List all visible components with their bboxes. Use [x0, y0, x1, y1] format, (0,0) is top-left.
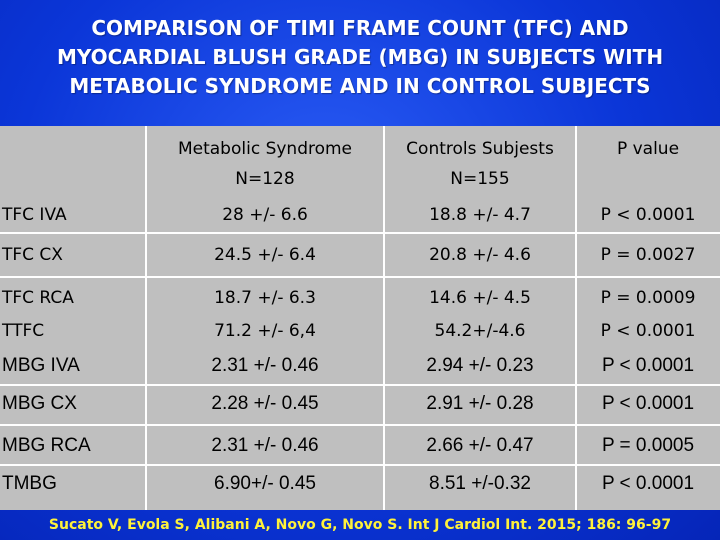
- header-ctrl-title: Controls Subjests: [406, 139, 554, 159]
- ctrl-value: 8.51 +/-0.32: [429, 473, 531, 494]
- row-label: TFC IVA: [2, 205, 67, 225]
- ms-value: 24.5 +/- 6.4: [214, 245, 316, 265]
- header-controls: Controls Subjests N=155: [384, 126, 576, 232]
- table-row: TTFC 71.2 +/- 6,4 54.2+/-4.6 P < 0.0001: [0, 314, 720, 348]
- p-value: P = 0.0009: [600, 288, 696, 308]
- title-line-1: COMPARISON OF TIMI FRAME COUNT (TFC) AND: [91, 16, 629, 40]
- row-divider: [0, 232, 720, 234]
- row-label: TFC RCA: [2, 288, 74, 308]
- ms-value: 28 +/- 6.6: [222, 205, 308, 225]
- p-value: P = 0.0005: [601, 435, 695, 456]
- table-row: MBG RCA 2.31 +/- 0.46 2.66 +/- 0.47 P = …: [0, 426, 720, 466]
- column-divider: [575, 126, 577, 510]
- header-ms-title: Metabolic Syndrome: [177, 139, 353, 159]
- row-label: TTFC: [2, 321, 45, 341]
- table-header-row: Metabolic Syndrome N=128 Controls Subjes…: [0, 126, 720, 232]
- p-value: P < 0.0001: [600, 205, 696, 225]
- p-value: P < 0.0001: [600, 321, 696, 341]
- p-value: P < 0.0001: [601, 393, 695, 414]
- row-label: MBG RCA: [2, 435, 91, 456]
- p-value: P = 0.0027: [600, 245, 696, 265]
- row-divider: [0, 424, 720, 426]
- comparison-table: Metabolic Syndrome N=128 Controls Subjes…: [0, 126, 720, 510]
- table-row: MBG CX 2.28 +/- 0.45 2.91 +/- 0.28 P < 0…: [0, 384, 720, 424]
- p-value: P < 0.0001: [601, 355, 695, 376]
- title-line-3: METABOLIC SYNDROME AND IN CONTROL SUBJEC…: [69, 74, 651, 98]
- slide-title: COMPARISON OF TIMI FRAME COUNT (TFC) AND…: [10, 14, 710, 101]
- ctrl-value: 54.2+/-4.6: [434, 321, 526, 341]
- row-label: MBG CX: [2, 393, 77, 414]
- header-p-title: P value: [616, 139, 680, 159]
- table-row: MBG IVA 2.31 +/- 0.46 2.94 +/- 0.23 P < …: [0, 348, 720, 384]
- row-divider: [0, 464, 720, 466]
- header-ctrl-n: N=155: [450, 169, 510, 189]
- column-divider: [383, 126, 385, 510]
- row-label: TMBG: [2, 473, 57, 494]
- table-row: TFC CX 24.5 +/- 6.4 20.8 +/- 4.6 P = 0.0…: [0, 234, 720, 276]
- table-row: TMBG 6.90+/- 0.45 8.51 +/-0.32 P < 0.000…: [0, 464, 720, 504]
- row-divider: [0, 276, 720, 278]
- ctrl-value: 18.8 +/- 4.7: [429, 205, 531, 225]
- row-label: TFC CX: [2, 245, 63, 265]
- header-metabolic-syndrome: Metabolic Syndrome N=128: [146, 126, 384, 232]
- ms-value: 2.31 +/- 0.46: [211, 355, 319, 376]
- table-row: TFC IVA 28 +/- 6.6 18.8 +/- 4.7 P < 0.00…: [0, 198, 720, 232]
- column-divider: [145, 126, 147, 510]
- ms-value: 6.90+/- 0.45: [214, 473, 316, 494]
- ctrl-value: 2.91 +/- 0.28: [426, 393, 534, 414]
- ctrl-value: 2.94 +/- 0.23: [426, 355, 534, 376]
- title-line-2: MYOCARDIAL BLUSH GRADE (MBG) IN SUBJECTS…: [56, 45, 664, 69]
- header-ms-n: N=128: [235, 169, 295, 189]
- ms-value: 2.28 +/- 0.45: [211, 393, 319, 414]
- ctrl-value: 14.6 +/- 4.5: [429, 288, 531, 308]
- p-value: P < 0.0001: [601, 473, 695, 494]
- ctrl-value: 2.66 +/- 0.47: [426, 435, 534, 456]
- table-row: TFC RCA 18.7 +/- 6.3 14.6 +/- 4.5 P = 0.…: [0, 278, 720, 318]
- ms-value: 71.2 +/- 6,4: [214, 321, 316, 341]
- row-divider: [0, 384, 720, 386]
- ms-value: 18.7 +/- 6.3: [214, 288, 316, 308]
- ctrl-value: 20.8 +/- 4.6: [429, 245, 531, 265]
- citation: Sucato V, Evola S, Alibani A, Novo G, No…: [48, 517, 672, 533]
- ms-value: 2.31 +/- 0.46: [211, 435, 319, 456]
- header-p-value: P value: [576, 126, 720, 232]
- row-label: MBG IVA: [2, 355, 80, 376]
